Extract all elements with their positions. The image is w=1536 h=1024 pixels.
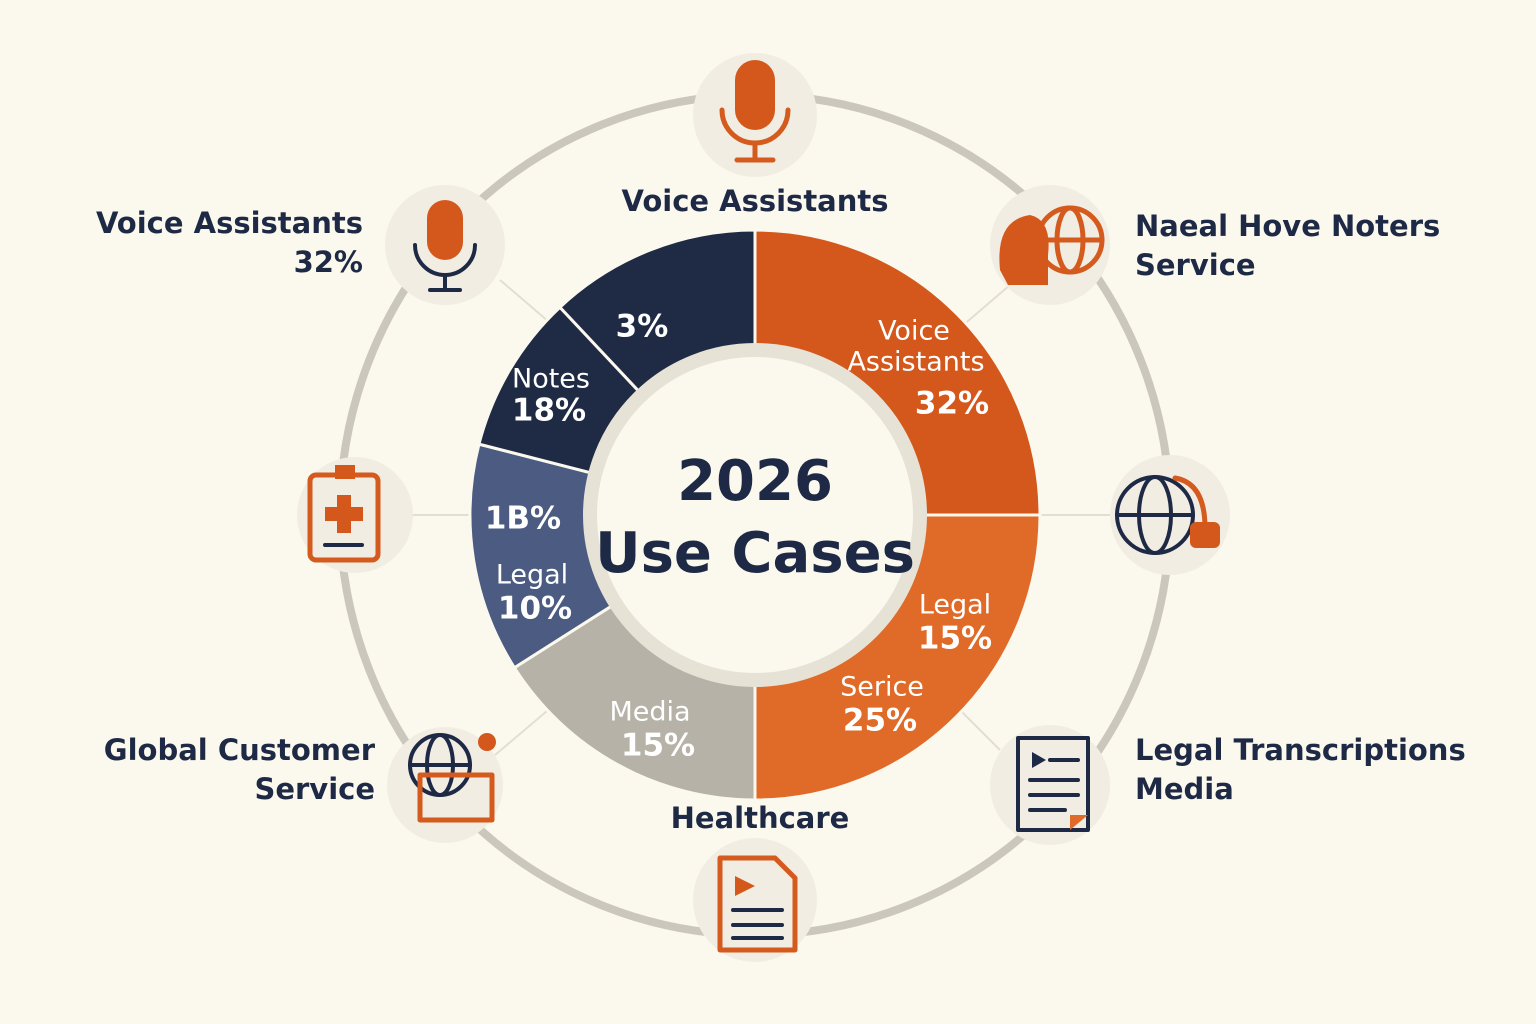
donut-hole xyxy=(583,343,927,687)
segment-label: Media xyxy=(609,697,690,728)
outer-label: Service xyxy=(1135,248,1256,282)
segment-label: Assistants xyxy=(847,347,984,378)
segment-label: Legal xyxy=(496,560,568,591)
segment-label: 18% xyxy=(512,393,586,429)
segment-label: Notes xyxy=(512,364,590,395)
icon-globe-screen xyxy=(408,733,496,823)
outer-label: Voice Assistants xyxy=(96,206,363,240)
outer-label: Service xyxy=(254,772,375,806)
segment-label: 3% xyxy=(616,309,669,345)
segment-label: Voice xyxy=(878,316,950,347)
donut xyxy=(468,228,1042,802)
center-title: 2026 xyxy=(677,449,833,514)
center-title: Use Cases xyxy=(595,521,915,586)
icon-clipboard xyxy=(307,465,381,563)
outer-label: Global Customer xyxy=(104,733,376,767)
segment-label: Serice xyxy=(840,672,924,703)
icon-head-globe xyxy=(999,205,1105,285)
segment-label: 15% xyxy=(918,621,992,657)
outer-label: Voice Assistants xyxy=(621,184,888,218)
outer-label: Naeal Hove Noters xyxy=(1135,209,1440,243)
outer-label: 32% xyxy=(294,245,363,279)
labels: VoiceAssistants32%Legal15%Serice25%Media… xyxy=(96,184,1466,835)
segment-label: 32% xyxy=(915,386,989,422)
icon-mic-left xyxy=(413,200,477,292)
segment-label: 15% xyxy=(621,728,695,764)
icon-document-bottom xyxy=(717,855,798,953)
segment-label: 25% xyxy=(843,703,917,739)
segment-label: 1B% xyxy=(485,501,561,537)
icon-mic-top xyxy=(719,60,791,163)
segment-label: 10% xyxy=(498,591,572,627)
outer-label: Legal Transcriptions xyxy=(1135,733,1466,767)
icon-globe-headset xyxy=(1115,475,1220,555)
icon-document-right xyxy=(1016,736,1090,832)
outer-label: Media xyxy=(1135,772,1234,806)
segment-label: Legal xyxy=(919,590,991,621)
outer-label: Healthcare xyxy=(671,801,850,835)
